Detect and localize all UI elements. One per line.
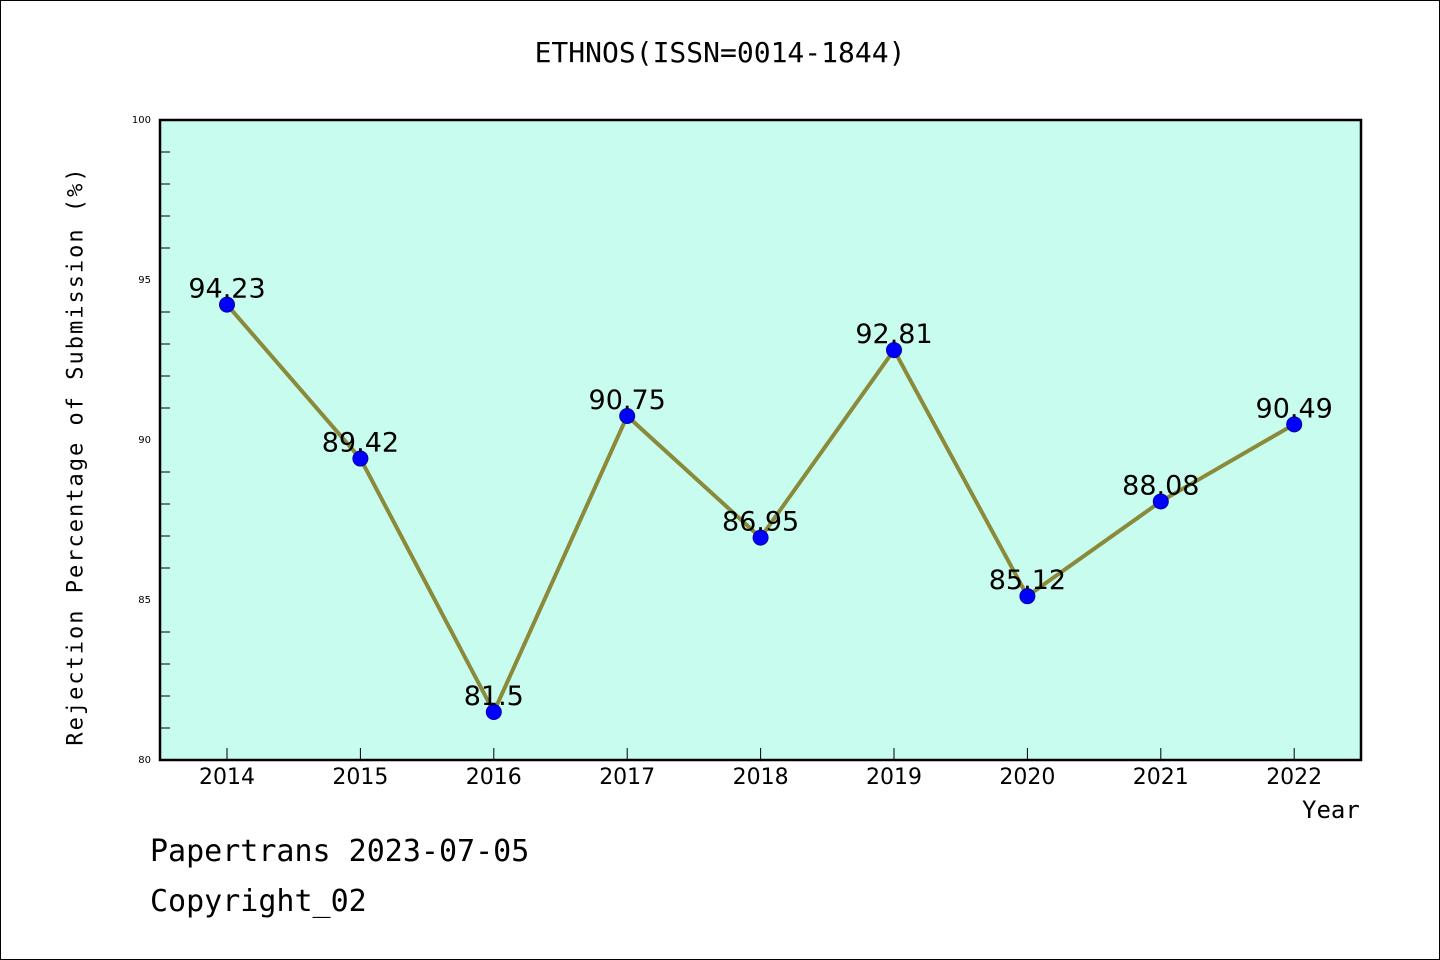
data-label: 90.49: [1256, 393, 1333, 424]
data-point: [1019, 588, 1036, 605]
x-tick-label: 2022: [1266, 765, 1322, 790]
x-tick-label: 2018: [733, 765, 789, 790]
series: [219, 296, 1303, 720]
data-label: 85.12: [989, 565, 1066, 596]
x-tick-label: 2019: [866, 765, 922, 790]
data-point: [619, 408, 636, 424]
x-tick-label: 2020: [999, 765, 1055, 790]
data-label: 90.75: [589, 385, 666, 416]
data-point: [1152, 493, 1169, 510]
data-point: [886, 342, 902, 359]
plot-area: [158, 118, 1363, 762]
data-point: [1286, 416, 1303, 433]
data-label: 94.23: [188, 274, 265, 305]
x-tick-label: 2021: [1133, 765, 1189, 790]
data-point: [752, 529, 769, 546]
y-tick-label: 85: [138, 595, 151, 606]
x-tick-label: 2016: [466, 765, 522, 790]
x-axis-label: Year: [1302, 796, 1360, 824]
x-tick-label: 2017: [599, 765, 655, 790]
data-label: 92.81: [855, 319, 932, 350]
y-axis-label: Rejection Percentage of Submission (%): [63, 166, 89, 746]
data-labels: 94.23 89.42 81.5 90.75 86.95 92.81 85.12 88.08 9…: [188, 274, 1332, 712]
y-tick-label: 95: [138, 275, 151, 286]
y-tick-label: 100: [132, 115, 151, 126]
copyright-text: Copyright_02: [150, 884, 367, 919]
footer-text: Papertrans 2023-07-05: [150, 834, 530, 869]
data-point: [485, 704, 502, 720]
ticks: 80 85 90 95 100 2014 2015 2016 2017 2018 2019 2020 2…: [132, 115, 1322, 790]
x-tick-label: 2015: [332, 765, 388, 790]
y-tick-label: 80: [138, 755, 151, 766]
chart-title: ETHNOS(ISSN=0014-1844): [534, 36, 906, 69]
data-point: [219, 296, 235, 313]
data-label: 89.42: [322, 428, 399, 459]
x-tick-label: 2014: [199, 765, 255, 790]
data-point: [352, 450, 369, 467]
data-label: 86.95: [722, 507, 799, 538]
y-tick-label: 90: [138, 435, 151, 446]
data-label: 81.5: [464, 681, 524, 712]
data-label: 88.08: [1122, 470, 1199, 501]
